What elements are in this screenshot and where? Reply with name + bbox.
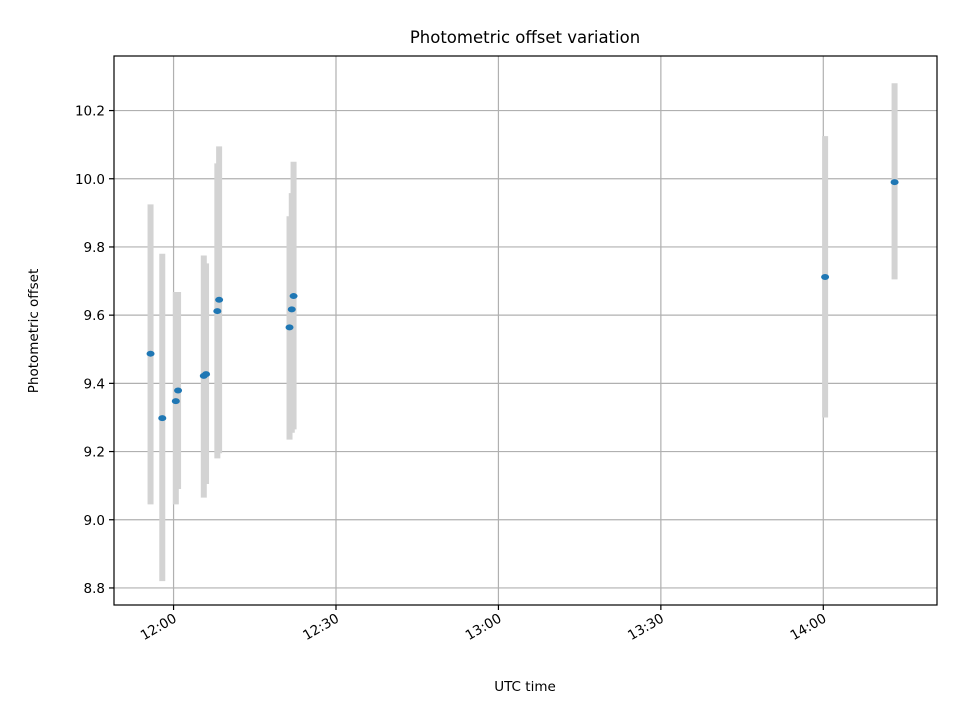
- x-axis-label: UTC time: [494, 679, 556, 695]
- data-point: [158, 415, 167, 422]
- y-tick-label: 8.8: [84, 581, 105, 597]
- y-tick-label: 10.0: [75, 172, 105, 188]
- plot-area: [114, 56, 937, 605]
- y-axis-label: Photometric offset: [26, 269, 42, 393]
- data-points: [146, 179, 899, 422]
- y-tick-label: 9.0: [84, 513, 105, 529]
- data-point: [821, 273, 830, 280]
- y-tick-label: 9.2: [84, 445, 105, 461]
- y-tick-label: 10.2: [75, 104, 105, 120]
- y-tick-label: 9.8: [84, 240, 105, 256]
- data-point: [289, 293, 298, 300]
- data-point: [202, 371, 211, 378]
- data-point: [890, 179, 899, 186]
- chart-title: Photometric offset variation: [410, 28, 640, 47]
- y-tick-label: 9.4: [84, 376, 105, 392]
- data-point: [215, 296, 224, 303]
- data-point: [171, 398, 180, 405]
- data-point: [285, 324, 294, 331]
- plot-frame: [113, 55, 938, 606]
- data-point: [146, 350, 155, 357]
- grid-lines: [114, 56, 937, 605]
- data-point: [174, 387, 183, 394]
- y-tick-label: 9.6: [84, 308, 105, 324]
- data-point: [287, 306, 296, 313]
- data-point: [213, 308, 222, 315]
